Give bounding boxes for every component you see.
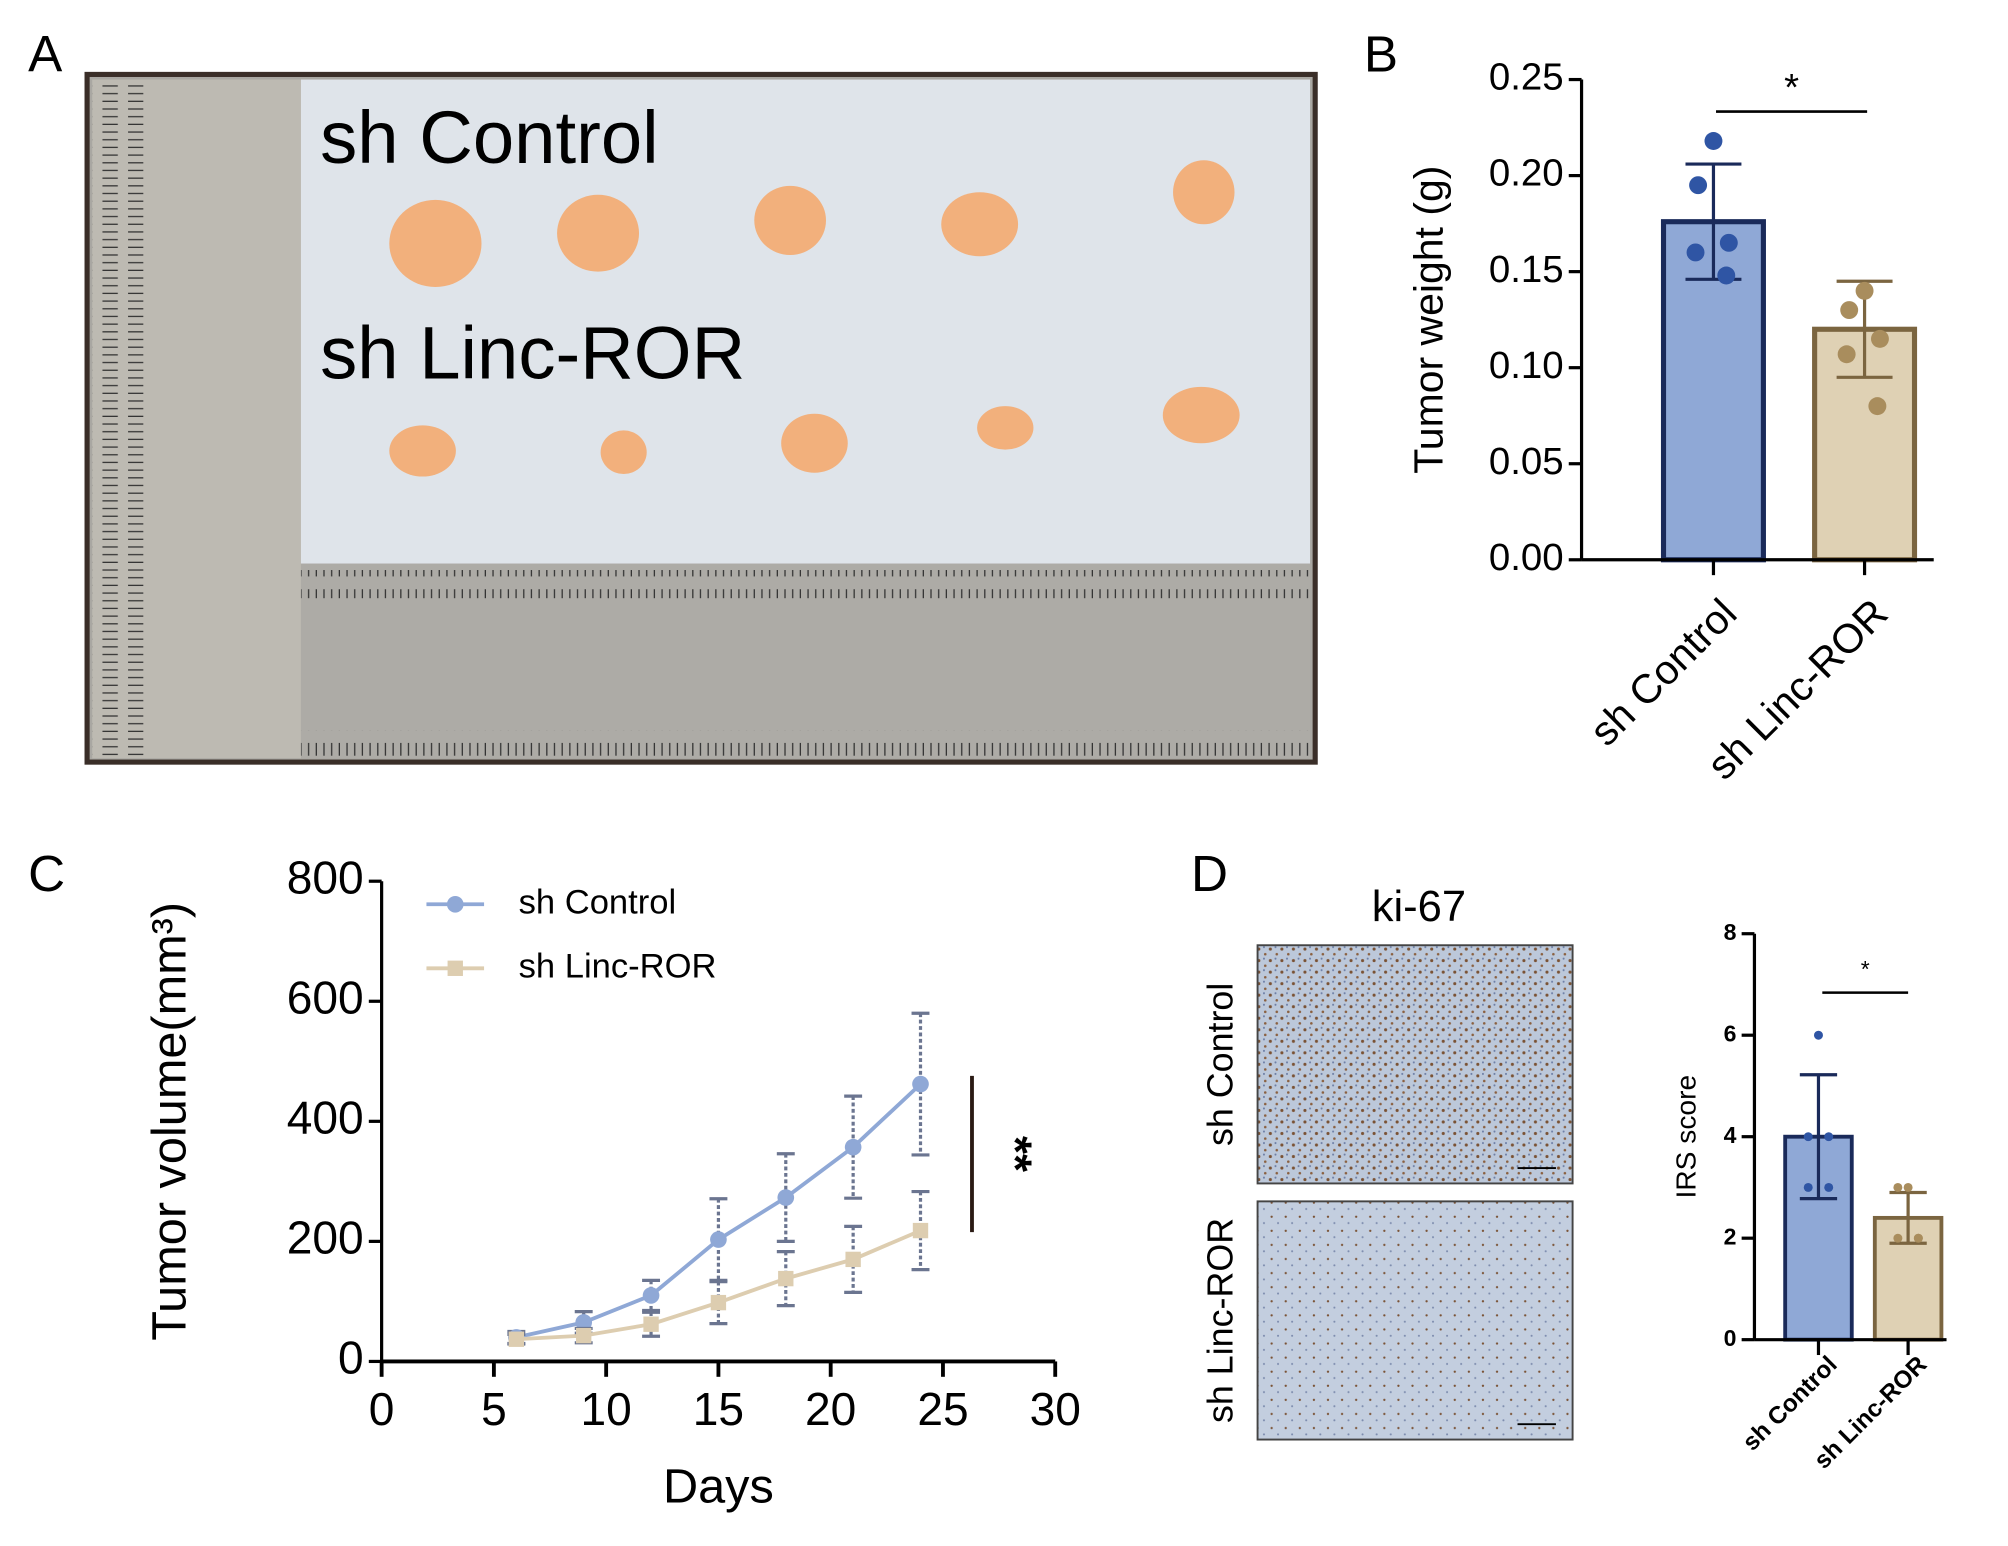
paper [300,79,1311,564]
significance-label: * [1861,956,1870,982]
y-tick-label: 0.10 [1489,344,1564,387]
data-point [1870,329,1889,348]
tumor [1173,160,1235,225]
y-tick-label: 0 [1724,1325,1737,1351]
ruler-ticks [300,730,1311,759]
y-tick-label: 400 [287,1091,364,1143]
data-point [844,1138,862,1156]
y-axis-label: IRS score [1669,1075,1701,1199]
data-point [1913,1233,1923,1243]
y-tick-label: 6 [1724,1020,1737,1046]
ihc-row-label: sh Control [1200,983,1240,1146]
tumor [977,406,1034,450]
data-point [1717,266,1736,285]
significance-label: * [1784,66,1799,109]
data-point [1689,176,1708,195]
data-point [1855,281,1874,300]
data-point [1813,1030,1823,1040]
photo: sh Control sh Linc-ROR [84,71,1318,765]
data-point [508,1331,525,1347]
tumor [781,413,848,473]
y-tick-label: 2 [1724,1223,1737,1249]
y-tick-label: 600 [287,971,364,1023]
x-tick-label: 15 [693,1383,744,1435]
tumor [600,430,647,474]
y-tick-label: 0.00 [1489,536,1564,579]
data-point [1840,301,1859,320]
y-tick-label: 4 [1724,1122,1737,1148]
x-tick-label: 5 [481,1383,507,1435]
ihc-title: ki-67 [1372,883,1466,931]
data-point [1903,1182,1913,1192]
y-tick-label: 0.20 [1489,152,1564,195]
legend-marker [446,895,464,913]
legend-marker [447,960,463,976]
ruler-ticks [300,570,1311,599]
y-axis-label: Tumor volume(mm³) [143,902,197,1341]
ihc-image [1256,944,1574,1185]
panel-label: D [1191,845,1228,902]
tumors [389,160,1240,477]
data-point [1837,345,1856,364]
data-point [912,1222,929,1239]
y-tick-label: 8 [1724,919,1737,945]
significance-label: ** [990,1136,1042,1172]
panel-label: C [28,845,65,902]
ruler-ticks [92,79,144,759]
y-axis-label: Tumor weight (g) [1406,166,1452,474]
x-tick-label: 10 [581,1383,632,1435]
y-tick-label: 0.15 [1489,248,1564,291]
y-tick-label: 0.05 [1489,440,1564,483]
tumor [389,199,482,288]
data-point [1893,1182,1903,1192]
data-point [576,1327,592,1344]
tumor [1162,386,1240,444]
data-point [1803,1132,1813,1142]
data-point [1893,1233,1903,1243]
y-tick-label: 0 [338,1332,364,1384]
photo-label: sh Linc-ROR [320,311,745,394]
data-point [777,1189,795,1206]
x-tick-label: 0 [369,1383,395,1435]
data-point [643,1316,659,1332]
x-axis-label: Days [663,1459,774,1513]
legend-label: sh Linc-ROR [519,947,717,985]
data-point [1704,132,1723,150]
tumor [941,192,1019,257]
data-point [710,1294,727,1311]
data-point [710,1231,727,1248]
x-tick-label: 25 [917,1383,968,1435]
y-tick-label: 0.25 [1489,56,1564,99]
panel-label: A [28,25,63,82]
data-point [642,1287,660,1304]
y-tick-label: 800 [287,851,364,903]
data-point [1686,243,1705,262]
data-point [1824,1182,1834,1192]
tumor [557,194,640,272]
ihc-row-label: sh Linc-ROR [1200,1218,1240,1423]
data-point [1719,233,1738,252]
data-point [1824,1132,1834,1142]
data-point [912,1075,929,1093]
x-tick-label: 30 [1030,1383,1081,1435]
data-point [1803,1182,1813,1192]
tumor [389,425,456,477]
x-tick-label: 20 [805,1383,856,1435]
data-point [778,1270,794,1287]
tumor [754,185,826,255]
data-point [845,1251,861,1268]
ihc-image [1256,1200,1574,1441]
data-point [1868,397,1887,416]
data-point [575,1314,593,1331]
legend-label: sh Control [519,883,677,921]
y-tick-label: 200 [287,1212,364,1264]
photo-label: sh Control [320,96,658,179]
x-tick-label: sh Control [1581,590,1746,755]
panel-label: B [1364,25,1398,82]
